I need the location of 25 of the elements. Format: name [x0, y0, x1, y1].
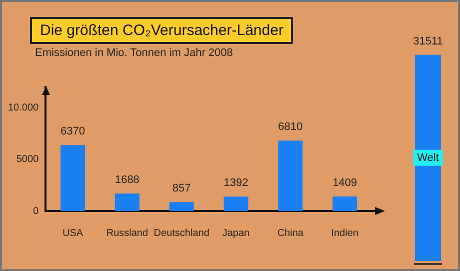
- x-tick-label: Deutschland: [154, 228, 210, 239]
- data-label: 1409: [332, 176, 358, 189]
- data-label: 6810: [278, 121, 303, 134]
- bar: [332, 196, 358, 211]
- bar: [60, 145, 86, 211]
- data-label: 6370: [60, 126, 86, 138]
- chart-title: Die größten CO₂Verursacher-Länder: [30, 17, 294, 44]
- chart-subtitle: Emissionen in Mio. Tonnen im Jahr 2008: [35, 47, 233, 59]
- bar: [278, 140, 303, 211]
- data-label: 857: [172, 182, 191, 195]
- bar: [114, 194, 140, 211]
- x-tick-label: Welt: [417, 152, 439, 164]
- y-tick-label: 5000: [16, 154, 40, 166]
- bar: [169, 202, 194, 211]
- y-tick-label: 0: [33, 206, 40, 217]
- x-tick-label: Russland: [106, 228, 148, 239]
- x-tick-label: Indien: [331, 228, 358, 239]
- data-label: 31511: [413, 35, 443, 48]
- x-tick-label: China: [277, 228, 304, 239]
- data-label: 1392: [224, 177, 248, 190]
- x-tick-label: USA: [62, 228, 84, 239]
- bar: [224, 196, 248, 211]
- data-label: 1688: [114, 174, 140, 186]
- x-tick-label: Japan: [222, 228, 250, 239]
- y-tick-label: 10.000: [8, 102, 40, 114]
